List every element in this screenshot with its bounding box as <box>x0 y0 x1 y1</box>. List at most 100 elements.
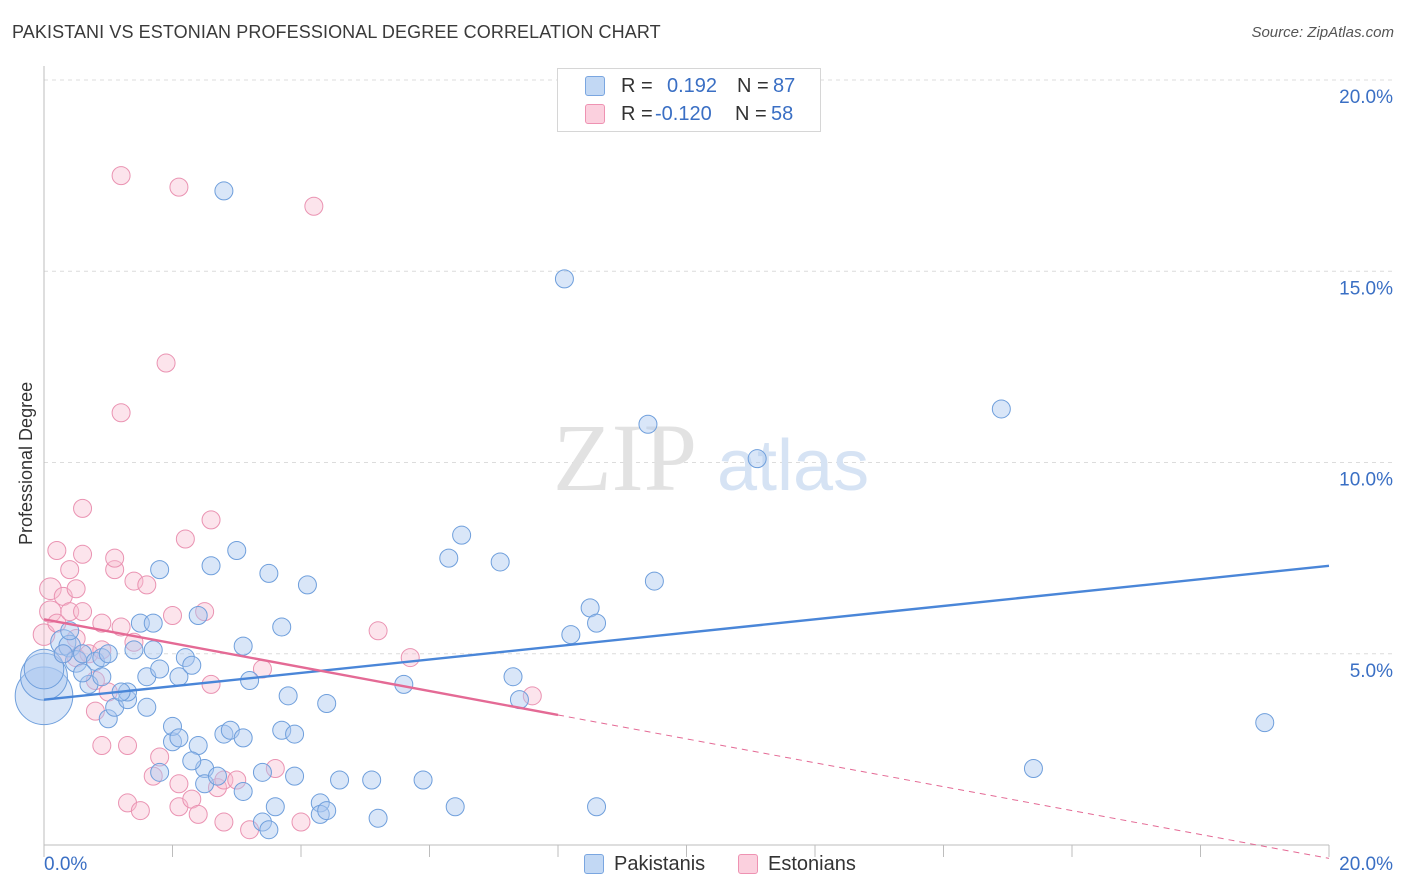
point-pakistanis <box>233 636 253 656</box>
bottom-legend-pakistanis: Pakistanis <box>584 851 705 877</box>
point-pakistanis <box>272 720 292 740</box>
trendline-estonians-extension <box>557 714 1330 859</box>
point-estonians <box>304 196 324 216</box>
point-pakistanis <box>413 770 433 790</box>
point-estonians <box>368 621 388 641</box>
x-tick-labels: 0.0% 20.0% <box>44 854 1393 875</box>
point-pakistanis <box>201 556 221 576</box>
point-estonians <box>124 571 144 591</box>
point-pakistanis <box>233 781 253 801</box>
point-pakistanis <box>439 548 459 568</box>
bottom-legend-swatch-estonians <box>738 854 758 874</box>
legend-row-estonians: R = -0.120 N = 58 <box>558 101 793 127</box>
point-pakistanis <box>317 801 337 821</box>
point-estonians <box>39 600 62 623</box>
legend-n-value: 87 <box>773 74 796 97</box>
point-pakistanis <box>317 693 337 713</box>
point-estonians <box>169 774 189 794</box>
point-pakistanis <box>278 686 298 706</box>
point-pakistanis <box>554 269 574 289</box>
point-pakistanis <box>214 181 234 201</box>
point-estonians <box>111 617 131 637</box>
y-tick-label: 15.0% <box>1339 278 1393 299</box>
point-pakistanis <box>73 663 93 683</box>
series-pakistanis <box>14 181 1275 840</box>
point-pakistanis <box>169 728 189 748</box>
point-pakistanis <box>490 552 510 572</box>
bottom-legend-label-estonians: Estonians <box>768 852 856 875</box>
point-pakistanis <box>452 525 472 545</box>
legend-n-value: 58 <box>771 102 794 125</box>
point-pakistanis <box>188 606 208 625</box>
point-pakistanis <box>23 648 65 690</box>
point-estonians <box>188 804 208 824</box>
point-estonians <box>156 353 176 373</box>
point-pakistanis <box>227 540 247 560</box>
point-estonians <box>118 736 138 756</box>
point-estonians <box>111 403 131 423</box>
point-estonians <box>163 606 182 625</box>
point-pakistanis <box>503 667 523 687</box>
point-estonians <box>111 166 131 186</box>
point-pakistanis <box>368 808 388 828</box>
legend-n-label: N = <box>735 102 767 125</box>
point-estonians <box>47 540 67 560</box>
point-estonians <box>214 812 234 832</box>
point-pakistanis <box>445 797 465 817</box>
y-tick-labels: 5.0% 10.0% 15.0% 20.0% <box>1339 87 1393 682</box>
point-pakistanis <box>60 621 80 641</box>
y-axis-label: Professional Degree <box>16 381 36 545</box>
point-pakistanis <box>259 563 279 583</box>
x-tick-label-max: 20.0% <box>1339 854 1393 875</box>
trend-lines <box>43 564 1330 859</box>
point-pakistanis <box>644 571 664 591</box>
point-pakistanis <box>207 766 227 786</box>
point-estonians <box>207 778 227 798</box>
point-estonians <box>265 759 285 778</box>
bottom-legend-label-pakistanis: Pakistanis <box>614 852 706 875</box>
point-pakistanis <box>561 625 581 645</box>
point-estonians <box>291 812 311 832</box>
point-estonians <box>175 529 195 549</box>
legend-row-pakistanis: R = 0.192 N = 87 <box>558 73 795 99</box>
point-estonians <box>73 602 93 622</box>
point-estonians <box>66 579 86 599</box>
watermark: ZIP atlas <box>553 404 869 511</box>
point-pakistanis <box>182 751 202 771</box>
point-pakistanis <box>285 766 305 786</box>
point-estonians <box>105 560 125 580</box>
point-pakistanis <box>252 762 272 782</box>
point-estonians <box>400 648 420 668</box>
trendline-estonians <box>43 618 559 717</box>
point-estonians <box>92 736 112 756</box>
point-estonians <box>201 510 221 530</box>
grid-lines <box>44 79 1392 655</box>
point-pakistanis <box>747 449 767 469</box>
point-pakistanis <box>240 671 260 691</box>
y-tick-label: 10.0% <box>1339 470 1393 491</box>
point-estonians <box>79 644 99 664</box>
point-pakistanis <box>991 399 1011 419</box>
point-estonians <box>60 560 80 580</box>
point-pakistanis <box>1023 759 1043 778</box>
point-pakistanis <box>53 644 73 664</box>
point-estonians <box>105 548 125 568</box>
point-estonians <box>201 674 221 694</box>
y-tick-label: 5.0% <box>1350 661 1393 682</box>
watermark-zip: ZIP <box>553 404 697 511</box>
point-pakistanis <box>143 640 163 660</box>
chart-source: Source: ZipAtlas.com <box>1251 24 1394 41</box>
legend-swatch-pakistanis <box>585 76 605 96</box>
point-pakistanis <box>638 414 658 434</box>
legend-r-label: R = <box>621 74 653 97</box>
point-pakistanis <box>233 728 253 748</box>
point-estonians <box>130 801 150 821</box>
point-estonians <box>522 686 542 706</box>
point-estonians <box>32 623 56 646</box>
point-estonians <box>73 544 93 564</box>
point-pakistanis <box>143 613 163 633</box>
legend-r-value: 0.192 <box>667 74 718 97</box>
axes <box>43 66 1330 857</box>
point-pakistanis <box>150 659 170 679</box>
